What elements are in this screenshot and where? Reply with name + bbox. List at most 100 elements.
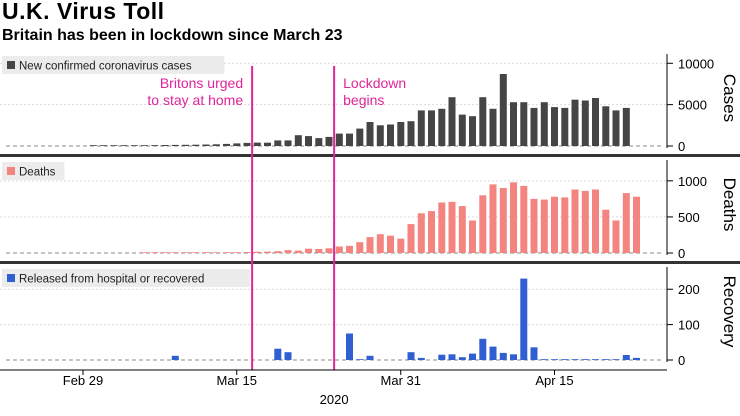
- y-tick-label: 0: [678, 353, 685, 368]
- deaths-bar: [387, 235, 394, 253]
- deaths-bar: [530, 198, 538, 253]
- y-axis-label: Recovery: [720, 276, 739, 348]
- cases-bar: [438, 108, 446, 146]
- deaths-bar: [592, 189, 599, 253]
- recovery-bar: [458, 357, 466, 360]
- deaths-bar: [633, 196, 640, 253]
- deaths-bar: [376, 234, 384, 253]
- deaths-bar: [438, 202, 446, 253]
- cases-bar: [417, 110, 425, 146]
- cases-bar: [530, 107, 538, 146]
- recovery-bar: [274, 348, 282, 360]
- recovery-bar: [499, 352, 507, 360]
- legend-box: [2, 56, 225, 74]
- deaths-bar: [622, 193, 630, 253]
- deaths-bar: [551, 196, 558, 253]
- deaths-bar: [479, 195, 487, 253]
- deaths-bar: [305, 248, 312, 253]
- recovery-bar: [407, 352, 415, 360]
- cases-bar: [612, 110, 620, 146]
- recovery-bar: [571, 359, 579, 360]
- deaths-bar: [366, 237, 374, 253]
- recovery-bar: [622, 355, 630, 360]
- deaths-bar: [540, 199, 548, 253]
- recovery-bar: [356, 359, 364, 360]
- cases-bar: [520, 102, 528, 146]
- y-tick-label: 200: [678, 282, 700, 297]
- legend-label: New confirmed coronavirus cases: [19, 61, 192, 73]
- x-tick-label: Apr 15: [535, 373, 573, 388]
- deaths-bar: [243, 252, 251, 253]
- deaths-bar: [274, 251, 282, 253]
- recovery-bar: [489, 346, 497, 360]
- recovery-bar: [479, 338, 487, 360]
- cases-bar: [161, 145, 169, 146]
- recovery-bar: [581, 359, 589, 360]
- cases-bar: [479, 97, 487, 146]
- y-tick-label: 100: [678, 318, 700, 333]
- cases-bar: [264, 142, 271, 146]
- cases-bar: [458, 114, 466, 146]
- cases-bar: [448, 97, 456, 146]
- recovery-bar: [612, 359, 620, 360]
- deaths-bar: [325, 248, 333, 253]
- cases-bar: [428, 110, 435, 146]
- cases-bar: [561, 107, 569, 146]
- deaths-bar: [202, 252, 210, 253]
- annotation-text: begins: [343, 92, 384, 108]
- annotation-text: to stay at home: [147, 92, 243, 108]
- deaths-bar: [264, 251, 271, 253]
- deaths-bar: [151, 252, 159, 253]
- cases-bar: [284, 140, 292, 146]
- cases-bar: [397, 122, 405, 146]
- annotation-text: Lockdown: [343, 75, 406, 91]
- recovery-bar: [448, 354, 456, 360]
- legend-box: [2, 162, 65, 180]
- recovery-bar: [510, 354, 517, 360]
- cases-bar: [335, 133, 343, 146]
- deaths-bar: [581, 190, 589, 253]
- chart-title: U.K. Virus Toll: [2, 0, 165, 24]
- deaths-bar: [284, 250, 292, 253]
- cases-bar: [387, 124, 394, 146]
- deaths-bar: [315, 249, 323, 253]
- cases-bar: [366, 122, 374, 146]
- deaths-bar: [561, 197, 569, 253]
- deaths-bar: [489, 184, 497, 253]
- y-tick-label: 10000: [678, 56, 714, 71]
- deaths-bar: [294, 250, 302, 253]
- legend-box: [2, 269, 250, 287]
- cases-bar: [171, 144, 179, 146]
- y-tick-label: 5000: [678, 98, 707, 113]
- deaths-bar: [182, 252, 189, 253]
- panel-divider: [0, 154, 740, 157]
- recovery-bar: [417, 357, 425, 360]
- panel-divider: [0, 261, 740, 264]
- cases-bar: [89, 145, 97, 146]
- recovery-bar: [438, 354, 446, 360]
- deaths-bar: [192, 252, 200, 253]
- cases-bar: [510, 102, 517, 146]
- cases-bar: [602, 106, 610, 146]
- annotation-text: Britons urged: [160, 75, 243, 91]
- deaths-bar: [356, 242, 364, 253]
- recovery-bar: [551, 359, 558, 360]
- recovery-bar: [633, 357, 640, 360]
- cases-bar: [110, 145, 118, 146]
- cases-bar: [469, 116, 476, 146]
- y-tick-label: 500: [678, 210, 700, 225]
- recovery-bar: [602, 359, 610, 360]
- deaths-bar: [417, 213, 425, 253]
- recovery-bar: [520, 278, 528, 360]
- cases-bar: [551, 107, 558, 146]
- recovery-bar: [530, 347, 538, 360]
- recovery-bar: [346, 333, 353, 360]
- recovery-bar: [592, 359, 599, 360]
- y-axis-label: Deaths: [720, 178, 739, 232]
- deaths-bar: [161, 252, 169, 253]
- cases-bar: [182, 144, 189, 146]
- cases-bar: [274, 140, 282, 146]
- recovery-bar: [561, 359, 569, 360]
- cases-bar: [151, 145, 159, 146]
